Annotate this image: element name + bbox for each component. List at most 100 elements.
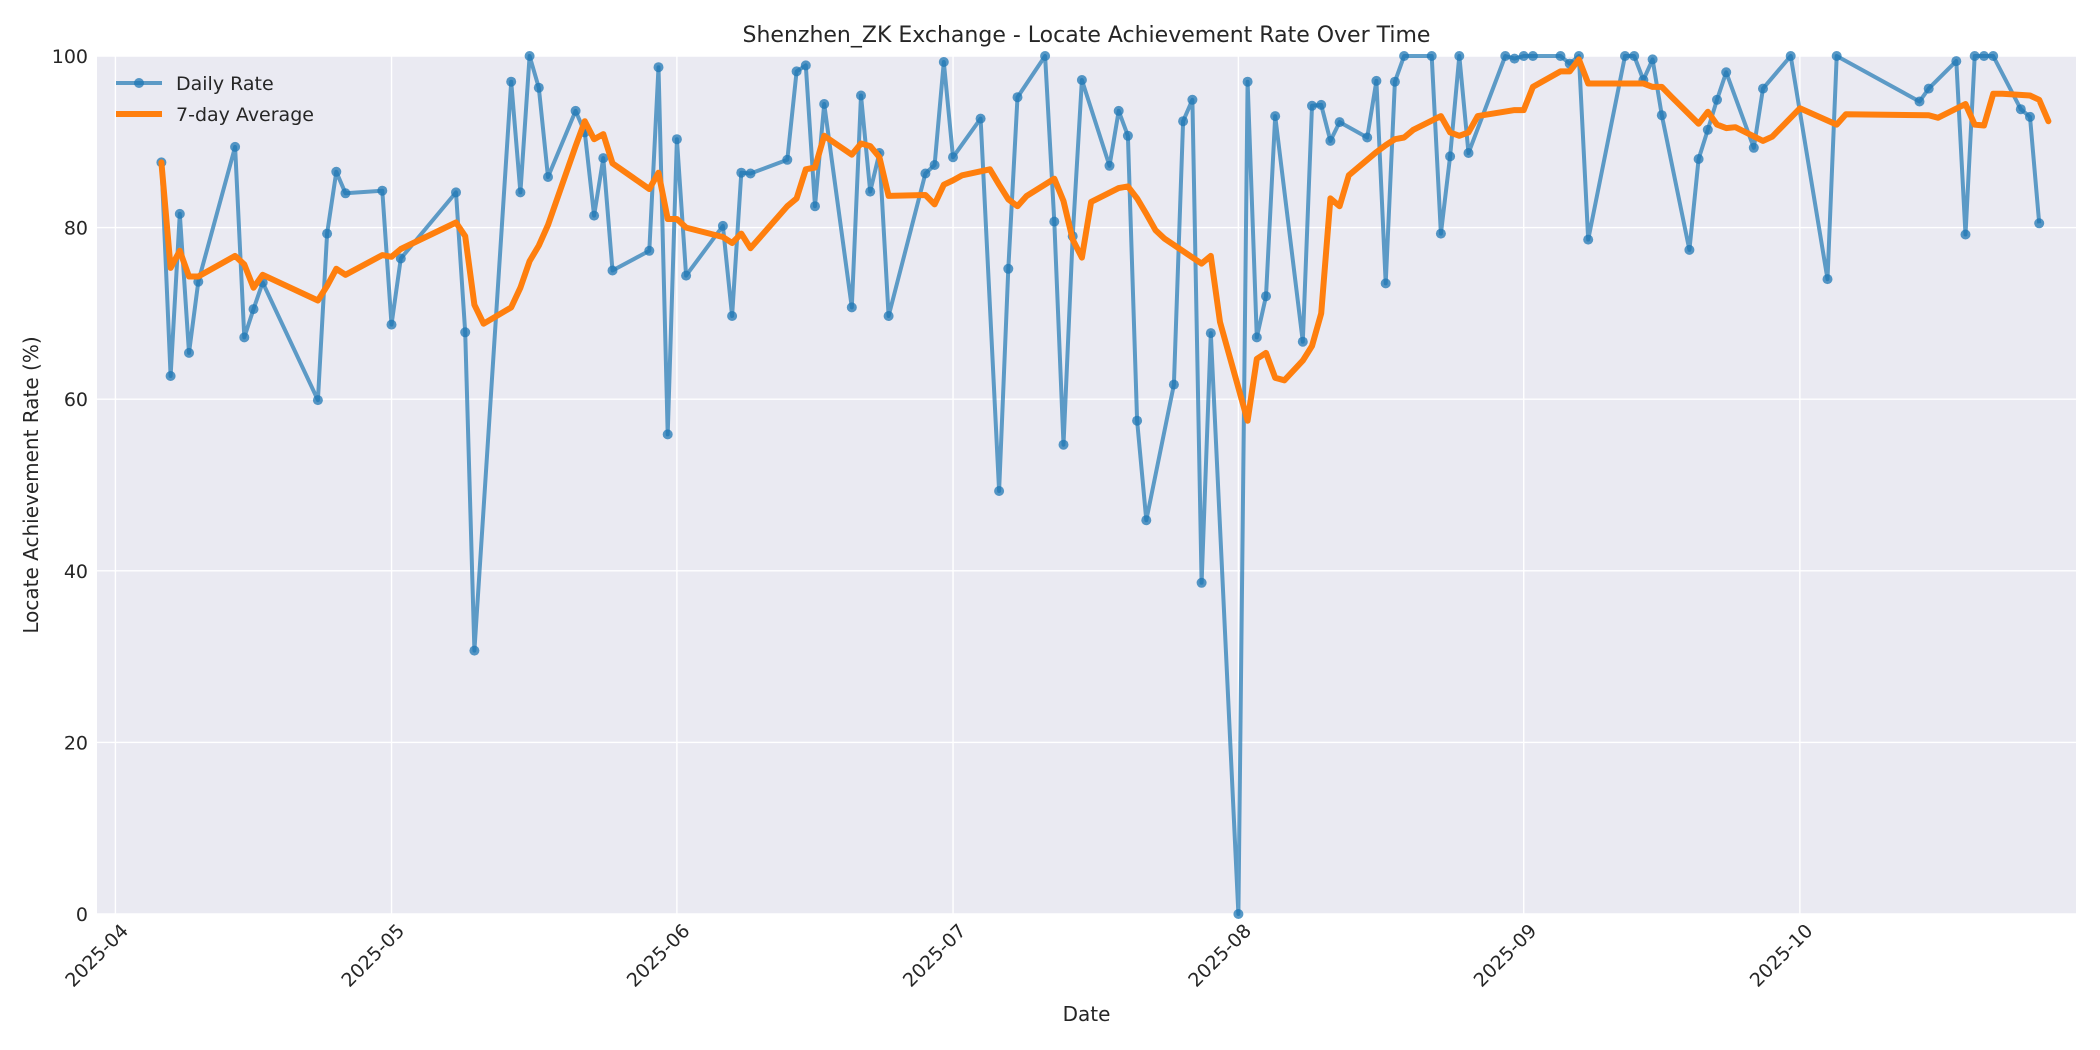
data-point-daily-rate [2015, 104, 2026, 115]
data-point-daily-rate [1629, 51, 1640, 61]
data-point-daily-rate [819, 99, 830, 109]
data-point-daily-rate [938, 57, 949, 67]
data-point-daily-rate [1003, 263, 1014, 274]
data-point-daily-rate [230, 141, 241, 152]
data-point-daily-rate [1979, 51, 1989, 61]
data-point-daily-rate [1960, 229, 1971, 240]
data-point-daily-rate [662, 429, 673, 440]
data-point-daily-rate [948, 152, 958, 163]
data-point-daily-rate [1951, 56, 1962, 67]
data-point-daily-rate [524, 51, 535, 61]
data-point-daily-rate [1914, 96, 1925, 107]
data-point-daily-rate [1988, 51, 1999, 61]
data-point-daily-rate [1426, 51, 1437, 61]
data-point-daily-rate [791, 66, 802, 77]
data-point-daily-rate [589, 210, 600, 221]
data-point-daily-rate [1647, 54, 1658, 65]
data-point-daily-rate [1656, 110, 1667, 121]
data-point-daily-rate [1380, 278, 1391, 289]
data-point-daily-rate [2034, 218, 2045, 229]
data-point-daily-rate [1785, 51, 1796, 61]
data-point-daily-rate [1261, 291, 1271, 302]
data-point-daily-rate [671, 134, 682, 145]
data-point-daily-rate [543, 172, 553, 182]
data-point-daily-rate [331, 166, 342, 177]
data-point-daily-rate [1132, 415, 1143, 426]
data-point-daily-rate [1371, 75, 1382, 86]
data-point-daily-rate [1822, 274, 1833, 285]
data-point-daily-rate [1620, 51, 1630, 61]
data-point-daily-rate [1076, 75, 1087, 85]
data-point-daily-rate [1500, 51, 1511, 61]
data-point-daily-rate [1518, 51, 1529, 61]
x-axis-label: Date [1063, 1002, 1111, 1026]
data-point-daily-rate [2025, 111, 2035, 122]
y-tick-label: 60 [64, 389, 88, 411]
data-point-daily-rate [1058, 439, 1069, 450]
data-point-daily-rate [1325, 135, 1336, 146]
data-point-daily-rate [506, 76, 517, 87]
data-point-daily-rate [1583, 234, 1594, 245]
data-point-daily-rate [1012, 92, 1023, 103]
data-point-daily-rate [975, 113, 986, 124]
data-point-daily-rate [1178, 116, 1189, 127]
data-point-daily-rate [533, 82, 544, 93]
data-point-daily-rate [239, 332, 250, 343]
data-point-daily-rate [377, 185, 388, 196]
chart-title: Shenzhen_ZK Exchange - Locate Achievemen… [743, 23, 1431, 48]
data-point-daily-rate [929, 160, 940, 170]
data-point-daily-rate [856, 90, 866, 101]
data-point-daily-rate [395, 253, 406, 264]
data-point-daily-rate [515, 187, 526, 198]
data-point-daily-rate [1113, 105, 1124, 116]
data-point-daily-rate [810, 201, 820, 212]
data-point-daily-rate [1307, 100, 1317, 111]
data-point-daily-rate [653, 62, 664, 73]
data-point-daily-rate [644, 245, 655, 256]
y-tick-label: 40 [64, 561, 88, 583]
data-point-daily-rate [736, 167, 747, 178]
data-point-daily-rate [1205, 328, 1216, 339]
data-point-daily-rate [681, 270, 692, 281]
data-point-daily-rate [920, 168, 931, 179]
data-point-daily-rate [340, 188, 351, 199]
data-point-daily-rate [1527, 51, 1538, 61]
data-point-daily-rate [1748, 142, 1759, 153]
y-tick-label: 0 [76, 904, 88, 926]
data-point-daily-rate [1141, 515, 1152, 526]
data-point-daily-rate [1509, 53, 1520, 64]
data-point-daily-rate [1316, 99, 1327, 110]
data-point-daily-rate [1399, 51, 1410, 61]
data-point-daily-rate [570, 105, 581, 116]
data-point-daily-rate [1969, 51, 1980, 61]
data-point-daily-rate [1251, 332, 1262, 343]
data-point-daily-rate [607, 265, 618, 276]
y-axis-label: Locate Achievement Rate (%) [19, 336, 43, 633]
y-tick-label: 20 [64, 732, 88, 754]
data-point-daily-rate [1923, 83, 1934, 94]
legend-label-daily-rate: Daily Rate [176, 73, 274, 95]
data-point-daily-rate [1270, 111, 1281, 122]
data-point-daily-rate [1702, 124, 1713, 135]
data-point-daily-rate [1454, 51, 1465, 61]
data-point-daily-rate [1187, 94, 1198, 105]
data-point-daily-rate [312, 395, 323, 406]
legend-label-7-day-average: 7-day Average [176, 104, 314, 126]
data-point-daily-rate [1831, 51, 1842, 61]
data-point-daily-rate [184, 347, 194, 358]
data-point-daily-rate [745, 168, 756, 179]
series-line-7-day-average [158, 56, 2052, 424]
data-point-daily-rate [1721, 67, 1732, 78]
data-point-daily-rate [1435, 228, 1446, 239]
data-point-daily-rate [846, 302, 857, 313]
data-point-daily-rate [1242, 76, 1253, 87]
data-point-daily-rate [1693, 154, 1704, 164]
plot-area [97, 56, 2076, 914]
data-point-daily-rate [598, 153, 609, 164]
data-point-daily-rate [865, 186, 876, 197]
data-point-daily-rate [1758, 83, 1768, 94]
y-tick-label: 100 [52, 46, 88, 68]
y-tick-label: 80 [64, 218, 88, 240]
